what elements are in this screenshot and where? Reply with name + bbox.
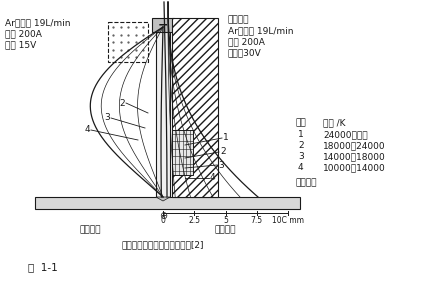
Text: 18000～24000: 18000～24000 xyxy=(323,141,386,150)
Text: 等离子弧: 等离子弧 xyxy=(214,225,236,234)
Text: 4: 4 xyxy=(210,173,216,182)
Bar xyxy=(108,22,148,62)
Text: 5: 5 xyxy=(223,216,228,225)
Text: 电压 15V: 电压 15V xyxy=(5,40,36,49)
Text: 电流 200A: 电流 200A xyxy=(228,37,265,46)
Text: 10C mm: 10C mm xyxy=(272,216,304,225)
Text: 3: 3 xyxy=(298,152,304,161)
Text: 电压：30V: 电压：30V xyxy=(228,48,262,57)
Bar xyxy=(156,30,170,197)
Text: 10000～14000: 10000～14000 xyxy=(323,163,386,172)
Bar xyxy=(152,18,174,32)
Text: 1: 1 xyxy=(223,133,229,143)
Text: 7.5: 7.5 xyxy=(251,216,263,225)
Text: 图  1-1: 图 1-1 xyxy=(28,262,58,272)
Text: 2: 2 xyxy=(298,141,304,150)
Text: 24000～以上: 24000～以上 xyxy=(323,130,368,139)
Text: 1: 1 xyxy=(298,130,304,139)
Text: 3: 3 xyxy=(218,160,224,170)
Text: Ar气流量 19L/min: Ar气流量 19L/min xyxy=(228,26,293,35)
Text: 0: 0 xyxy=(161,216,165,225)
Polygon shape xyxy=(156,197,170,201)
Text: −: − xyxy=(158,18,168,31)
Bar xyxy=(172,130,193,175)
Text: 自由弧弧与等离子弧温度分布[2]: 自由弧弧与等离子弧温度分布[2] xyxy=(122,240,204,249)
Text: 2: 2 xyxy=(220,148,226,157)
Text: 电流 200A: 电流 200A xyxy=(5,29,42,38)
Text: 2.5: 2.5 xyxy=(188,216,200,225)
Text: 14000～18000: 14000～18000 xyxy=(323,152,386,161)
Text: 3: 3 xyxy=(104,113,110,122)
Text: 4: 4 xyxy=(298,163,304,172)
Bar xyxy=(172,18,218,197)
Text: 自由弧弧: 自由弧弧 xyxy=(79,225,101,234)
Text: 温度 /K: 温度 /K xyxy=(323,118,346,127)
Text: 区域: 区域 xyxy=(295,118,306,127)
Text: 4: 4 xyxy=(84,126,90,135)
Text: ⊕: ⊕ xyxy=(159,211,167,221)
Bar xyxy=(35,197,300,209)
Text: Ar气流量 19L/min: Ar气流量 19L/min xyxy=(5,18,70,27)
Text: 喷孔直径: 喷孔直径 xyxy=(228,15,250,24)
Text: 2: 2 xyxy=(119,99,125,108)
Text: 温度分布: 温度分布 xyxy=(295,178,317,187)
